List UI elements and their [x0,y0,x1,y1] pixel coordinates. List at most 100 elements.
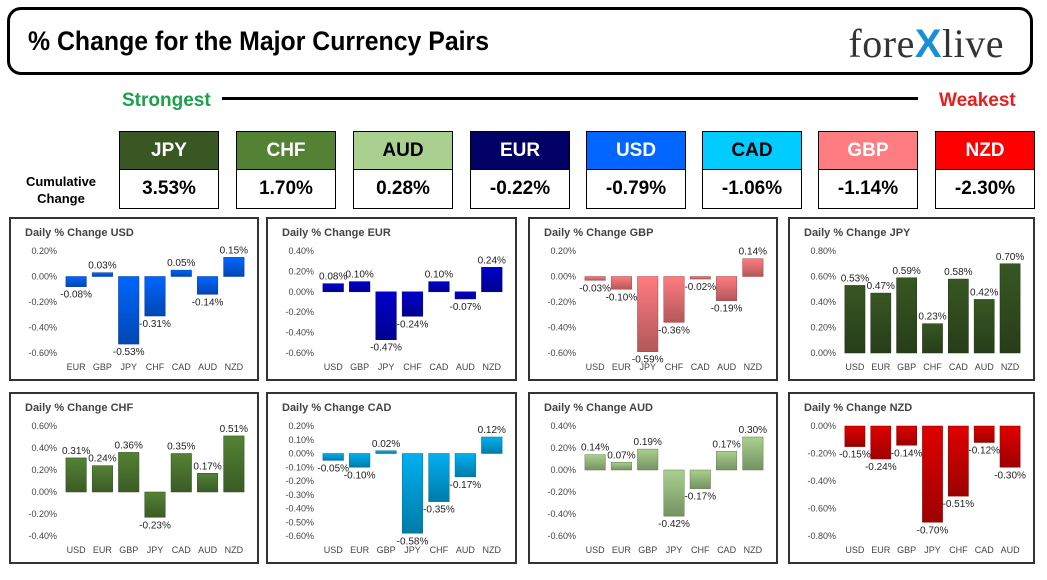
y-tick-label: -0.50% [285,517,314,527]
bar [948,425,969,497]
data-label: -0.14% [891,448,923,459]
bar [610,462,632,471]
x-tick-label: CHF [691,545,710,555]
bar [689,469,711,489]
y-tick-label: 0.20% [31,465,57,475]
y-tick-label: -0.20% [28,297,57,307]
bar [663,276,685,323]
cumulative-change-value: -2.30% [936,170,1034,208]
data-label: 0.23% [918,312,946,323]
y-tick-label: 0.00% [550,465,576,475]
bar-chart: Daily % Change JPY 0.80% 0.60% 0.40% 0.20% 0.… [804,227,1024,372]
weakest-label: Weakest [939,90,1016,111]
bar [481,436,503,454]
currency-name: GBP [819,132,917,170]
bar [375,450,397,454]
bar [584,276,606,281]
bar-chart: Daily % Change GBP 0.20% 0.00% -0.20% -0.40%… [544,227,767,372]
bar [349,453,371,468]
chart-title: Daily % Change NZD [804,402,912,414]
bar [91,465,113,493]
x-tick-label: AUD [717,362,737,372]
y-tick-label: 0.20% [288,421,314,431]
bar [349,281,371,293]
x-tick-label: GBP [350,362,369,372]
bar [973,299,995,354]
y-tick-label: -0.20% [285,476,314,486]
data-label: 0.02% [372,439,400,450]
x-tick-label: CHF [146,362,165,372]
data-label: -0.10% [606,292,638,303]
bar [428,453,450,502]
data-label: 0.14% [739,247,767,258]
x-tick-label: NZD [1001,362,1020,372]
bar [144,491,166,518]
x-tick-label: CHF [949,545,968,555]
x-tick-label: USD [845,362,865,372]
y-tick-label: 0.20% [550,246,576,256]
y-tick-label: -0.60% [285,531,314,541]
bar-chart: Daily % Change CAD0.20%0.10%0.00%-0.10%-… [282,402,506,555]
x-tick-label: EUR [612,362,632,372]
x-tick-label: NZD [483,362,502,372]
cumulative-change-value: -1.06% [703,170,801,208]
logo-x: X [914,22,943,66]
y-tick-label: 0.20% [288,266,314,276]
x-tick-label: EUR [93,545,113,555]
bar [637,276,659,352]
bar [170,269,192,277]
y-tick-label: 0.40% [31,443,57,453]
data-label: -0.35% [423,505,455,516]
data-label: -0.24% [397,319,429,330]
chart-title: Daily % Change EUR [282,227,391,239]
x-tick-label: GBP [897,362,916,372]
data-label: 0.17% [712,439,740,450]
data-label: 0.05% [167,258,195,269]
x-tick-label: NZD [744,362,763,372]
x-tick-label: CHF [430,545,449,555]
data-label: 0.31% [62,446,90,457]
x-tick-label: JPY [924,545,941,555]
logo-left: fore [848,21,915,66]
y-tick-label: -0.60% [807,504,836,514]
data-label: 0.15% [220,245,248,256]
x-tick-label: EUR [67,362,87,372]
chart-title: Daily % Change AUD [544,402,653,414]
data-label: -0.08% [60,290,92,301]
data-label: -0.17% [450,480,482,491]
y-tick-label: -0.60% [28,348,57,358]
y-tick-label: -0.80% [807,531,836,541]
data-label: 0.17% [193,461,221,472]
bar [375,291,397,340]
currency-name: NZD [936,132,1034,170]
data-label: -0.23% [139,520,171,531]
currency-name: CHF [237,132,335,170]
bar-chart: Daily % Change USD 0.20% 0.00% -0.20% -0.40%… [25,227,248,372]
bar [65,276,87,287]
currency-name: CAD [703,132,801,170]
y-tick-label: 0.40% [288,246,314,256]
x-tick-label: NZD [744,545,763,555]
forexlive-logo: foreXlive [848,20,1004,67]
data-label: 0.24% [88,454,116,465]
x-tick-label: JPY [639,362,656,372]
currency-box-aud: AUD 0.28% [353,131,453,209]
chart-title: Daily % Change GBP [544,227,653,239]
x-tick-label: USD [324,362,344,372]
data-label: 0.10% [345,270,373,281]
y-tick-label: 0.20% [31,246,57,256]
data-label: -0.17% [684,492,716,503]
data-label: 0.12% [478,425,506,436]
data-label: 0.70% [996,252,1024,263]
data-label: -0.24% [865,462,897,473]
y-tick-label: -0.30% [285,490,314,500]
x-tick-label: NZD [225,362,244,372]
bar [922,323,943,354]
bar [454,453,476,478]
currency-name: AUD [354,132,452,170]
bar [170,453,192,493]
bar [118,276,140,345]
page-title: % Change for the Major Currency Pairs [28,26,490,56]
x-tick-label: CAD [172,362,192,372]
y-tick-label: -0.40% [285,328,314,338]
